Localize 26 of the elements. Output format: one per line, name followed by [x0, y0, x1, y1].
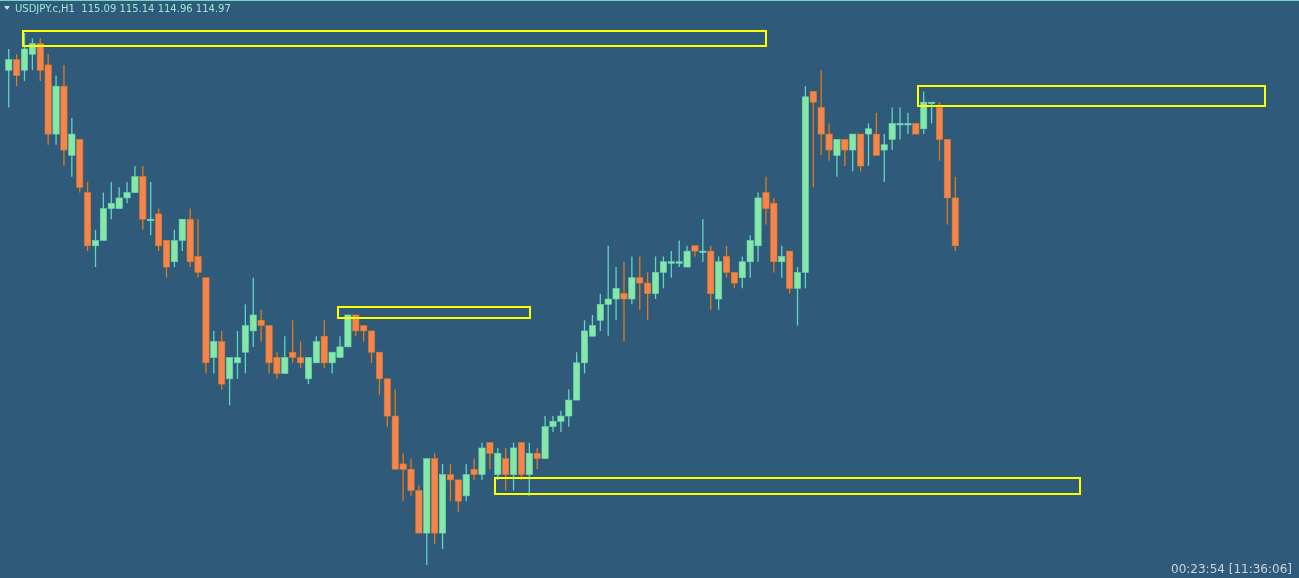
candlestick — [462, 463, 470, 502]
candlestick — [841, 138, 849, 167]
candlestick — [13, 53, 21, 87]
candlestick — [494, 447, 502, 481]
candlestick — [872, 112, 880, 157]
candlestick — [880, 133, 888, 183]
candlestick — [833, 138, 841, 178]
candlestick — [486, 441, 494, 470]
candlestick — [470, 457, 478, 481]
candlestick — [778, 245, 786, 279]
candlestick — [809, 90, 817, 188]
candlestick — [628, 255, 636, 305]
candlestick — [210, 330, 218, 375]
candlestick — [281, 335, 289, 375]
chart-title: USDJPY.c,H1 115.09 115.14 114.96 114.97 — [15, 3, 231, 14]
candlestick — [865, 122, 872, 167]
candlestick — [5, 48, 13, 109]
candlestick — [533, 447, 541, 470]
candlestick — [699, 218, 707, 263]
text: 00:23:54 [11:36:06] — [1171, 562, 1292, 576]
candlestick — [620, 261, 628, 343]
candlestick — [502, 447, 510, 492]
candlestick — [525, 441, 533, 497]
candlestick — [849, 133, 857, 172]
candlestick — [147, 181, 155, 236]
candlestick — [68, 117, 76, 178]
